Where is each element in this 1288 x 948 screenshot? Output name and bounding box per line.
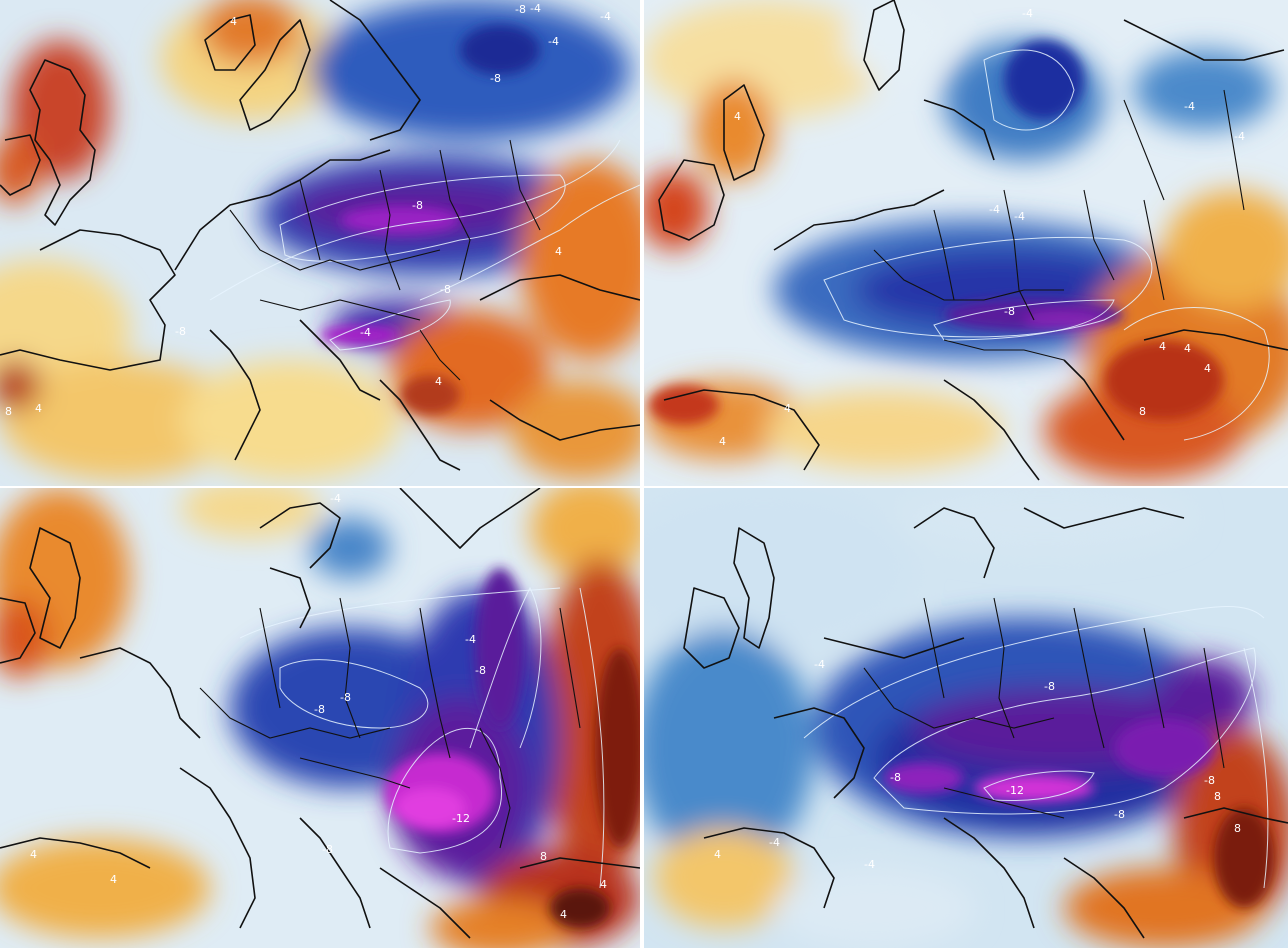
contour-label: 4	[30, 848, 37, 861]
map-2-canvas: -4 -4 -4 4 -4 -4 -8 4 4 8 4 4 4	[644, 0, 1288, 486]
contour-labels-1: -8 -4 -4 -8 -8 -8 -4 -8 4 4 8 4 4 -4	[5, 2, 611, 418]
contour-label: 4	[435, 375, 442, 388]
contour-label: 4	[110, 873, 117, 886]
coastlines-1	[0, 0, 640, 471]
map-1-canvas: -8 -4 -4 -8 -8 -8 -4 -8 4 4 8 4 4 -4	[0, 0, 640, 486]
contour-label: 4	[1184, 342, 1191, 355]
contour-label: -8	[1004, 305, 1015, 318]
contour-label: 4	[35, 402, 42, 415]
contour-label: -4	[360, 326, 371, 339]
contour-label: 4	[230, 15, 237, 28]
panel-divider-vertical	[640, 0, 644, 948]
map-3-canvas: -4 -4 -8 -8 -8 -12 -8 4 4 8 4 4	[0, 488, 640, 948]
contour-label: -4	[1014, 210, 1025, 223]
contour-label: 4	[734, 110, 741, 123]
contour-label: -12	[452, 812, 470, 825]
contour-label: -4	[769, 836, 780, 849]
contour-label: 8	[1214, 790, 1221, 803]
contour-label: -4	[330, 492, 341, 505]
contour-label: -8	[440, 283, 451, 296]
contour-labels-4: -4 -4 -8 -8 -8 -12 -8 4 8 8 -4	[714, 658, 1241, 871]
contour-label: 4	[560, 908, 567, 921]
borders-2	[873, 89, 1245, 361]
contour-label: -8	[412, 199, 423, 212]
coastlines-4	[683, 507, 1288, 939]
contour-label: 4	[719, 435, 726, 448]
contour-label: -8	[1044, 680, 1055, 693]
borders-1	[229, 139, 541, 381]
contour-label: 4	[555, 245, 562, 258]
anomaly-field-4	[644, 488, 1288, 948]
temperature-anomaly-map-2: -4 -4 -4 4 -4 -4 -8 4 4 8 4 4 4	[644, 0, 1288, 486]
isolines-3	[239, 586, 605, 889]
contour-label: -8	[340, 691, 351, 704]
isolines-2	[823, 49, 1270, 441]
contour-label: -4	[600, 10, 611, 23]
contour-label: -8	[322, 843, 333, 856]
contour-label: 8	[540, 850, 547, 863]
contour-label: -4	[864, 858, 875, 871]
contour-label: 8	[5, 405, 12, 418]
isolines-1	[209, 139, 640, 351]
anomaly-core-1	[320, 25, 540, 415]
anomaly-core-4	[884, 718, 1274, 908]
contour-label: 8	[1139, 405, 1146, 418]
contour-label: 4	[714, 848, 721, 861]
contour-labels-2: -4 -4 -4 4 -4 -4 -8 4 4 8 4 4 4	[719, 7, 1245, 448]
contour-label: 4	[600, 878, 607, 891]
contour-label: -8	[475, 664, 486, 677]
contour-label: 4	[784, 402, 791, 415]
contour-label: -4	[814, 658, 825, 671]
contour-label: -8	[1114, 808, 1125, 821]
contour-label: -4	[465, 633, 476, 646]
contour-label: 4	[1159, 340, 1166, 353]
contour-label: -4	[1184, 100, 1195, 113]
panel-divider-horizontal	[0, 486, 1288, 488]
isolines-4	[803, 605, 1269, 889]
contour-label: -12	[1006, 784, 1024, 797]
contour-label: -4	[548, 35, 559, 48]
contour-label: -4	[1022, 7, 1033, 20]
contour-label: -8	[314, 703, 325, 716]
coastlines-3	[0, 488, 640, 939]
contour-label: -8	[1204, 774, 1215, 787]
anomaly-core-3	[385, 568, 640, 928]
contour-label: -4	[989, 203, 1000, 216]
borders-4	[863, 597, 1225, 819]
coastlines-2	[658, 0, 1288, 481]
temperature-anomaly-map-4: -4 -4 -8 -8 -8 -12 -8 4 8 8 -4	[644, 488, 1288, 948]
contour-label: -8	[490, 72, 501, 85]
contour-label: -8	[515, 3, 526, 16]
contour-label: -4	[530, 2, 541, 15]
contour-label: -4	[1234, 130, 1245, 143]
contour-label: 8	[1234, 822, 1241, 835]
borders-3	[199, 597, 581, 849]
contour-labels-3: -4 -4 -8 -8 -8 -12 -8 4 4 8 4 4	[30, 492, 607, 921]
contour-label: 4	[1204, 362, 1211, 375]
temperature-anomaly-map-3: -4 -4 -8 -8 -8 -12 -8 4 4 8 4 4	[0, 488, 640, 948]
anomaly-core-2	[649, 40, 1224, 425]
contour-label: -8	[890, 771, 901, 784]
temperature-anomaly-map-1: -8 -4 -4 -8 -8 -8 -4 -8 4 4 8 4 4 -4	[0, 0, 640, 486]
map-4-canvas: -4 -4 -8 -8 -8 -12 -8 4 8 8 -4	[644, 488, 1288, 948]
contour-label: -8	[175, 325, 186, 338]
